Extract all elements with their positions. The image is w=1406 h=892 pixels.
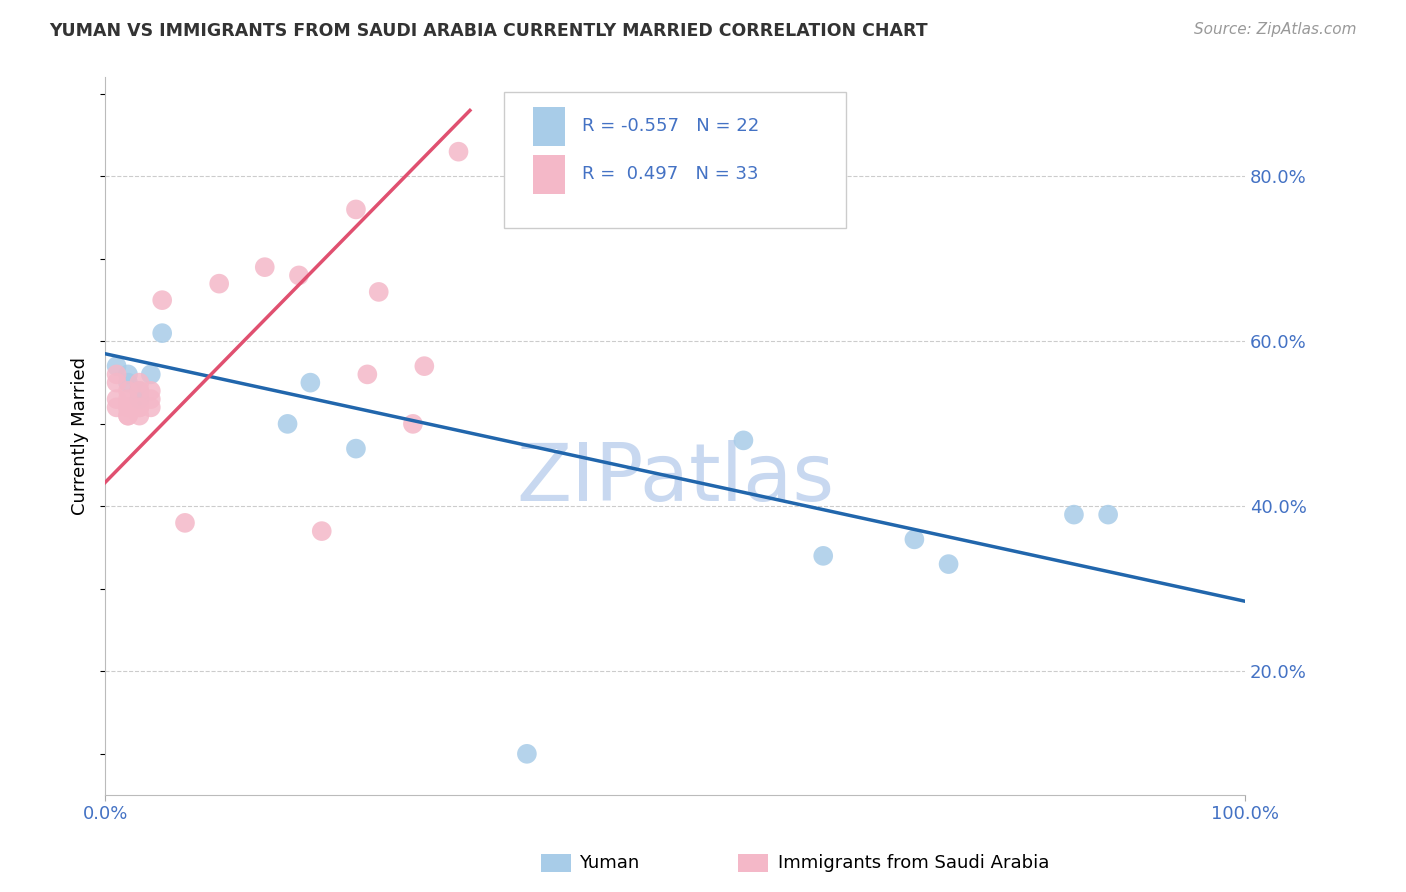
Point <box>367 285 389 299</box>
Point <box>128 384 150 398</box>
Point <box>447 145 470 159</box>
Point <box>128 392 150 406</box>
Point <box>174 516 197 530</box>
Point <box>288 268 311 283</box>
Point <box>117 392 139 406</box>
Point <box>299 376 322 390</box>
Text: R = -0.557   N = 22: R = -0.557 N = 22 <box>582 117 759 136</box>
Point <box>128 409 150 423</box>
Point <box>117 401 139 415</box>
Point <box>1097 508 1119 522</box>
Point <box>938 557 960 571</box>
Point <box>516 747 538 761</box>
Point <box>344 442 367 456</box>
Point <box>105 359 128 373</box>
Y-axis label: Currently Married: Currently Married <box>72 358 89 516</box>
Point <box>117 401 139 415</box>
Point <box>128 376 150 390</box>
Point <box>356 368 378 382</box>
Point <box>413 359 436 373</box>
Point <box>105 368 128 382</box>
Bar <box>533 106 564 146</box>
Point <box>117 409 139 423</box>
Point <box>105 392 128 406</box>
Point <box>117 376 139 390</box>
Point <box>105 401 128 415</box>
Text: Immigrants from Saudi Arabia: Immigrants from Saudi Arabia <box>778 854 1049 872</box>
Text: Yuman: Yuman <box>579 854 640 872</box>
Point <box>117 409 139 423</box>
Point <box>277 417 299 431</box>
Point <box>139 392 162 406</box>
Point <box>117 384 139 398</box>
Point <box>1063 508 1085 522</box>
Point <box>208 277 231 291</box>
FancyBboxPatch shape <box>505 92 846 228</box>
Point <box>139 384 162 398</box>
Point <box>733 434 755 448</box>
Point <box>139 368 162 382</box>
Point <box>344 202 367 217</box>
Text: ZIPatlas: ZIPatlas <box>516 441 834 518</box>
Point <box>903 533 925 547</box>
Point <box>253 260 276 275</box>
Point <box>128 401 150 415</box>
Text: Source: ZipAtlas.com: Source: ZipAtlas.com <box>1194 22 1357 37</box>
Text: R =  0.497   N = 33: R = 0.497 N = 33 <box>582 165 758 184</box>
Point <box>402 417 425 431</box>
Point <box>128 384 150 398</box>
Point <box>813 549 835 563</box>
Bar <box>533 154 564 194</box>
Point <box>128 401 150 415</box>
Text: YUMAN VS IMMIGRANTS FROM SAUDI ARABIA CURRENTLY MARRIED CORRELATION CHART: YUMAN VS IMMIGRANTS FROM SAUDI ARABIA CU… <box>49 22 928 40</box>
Point <box>117 368 139 382</box>
Point <box>150 293 173 307</box>
Point <box>311 524 333 538</box>
Point <box>105 376 128 390</box>
Point <box>150 326 173 340</box>
Point <box>139 401 162 415</box>
